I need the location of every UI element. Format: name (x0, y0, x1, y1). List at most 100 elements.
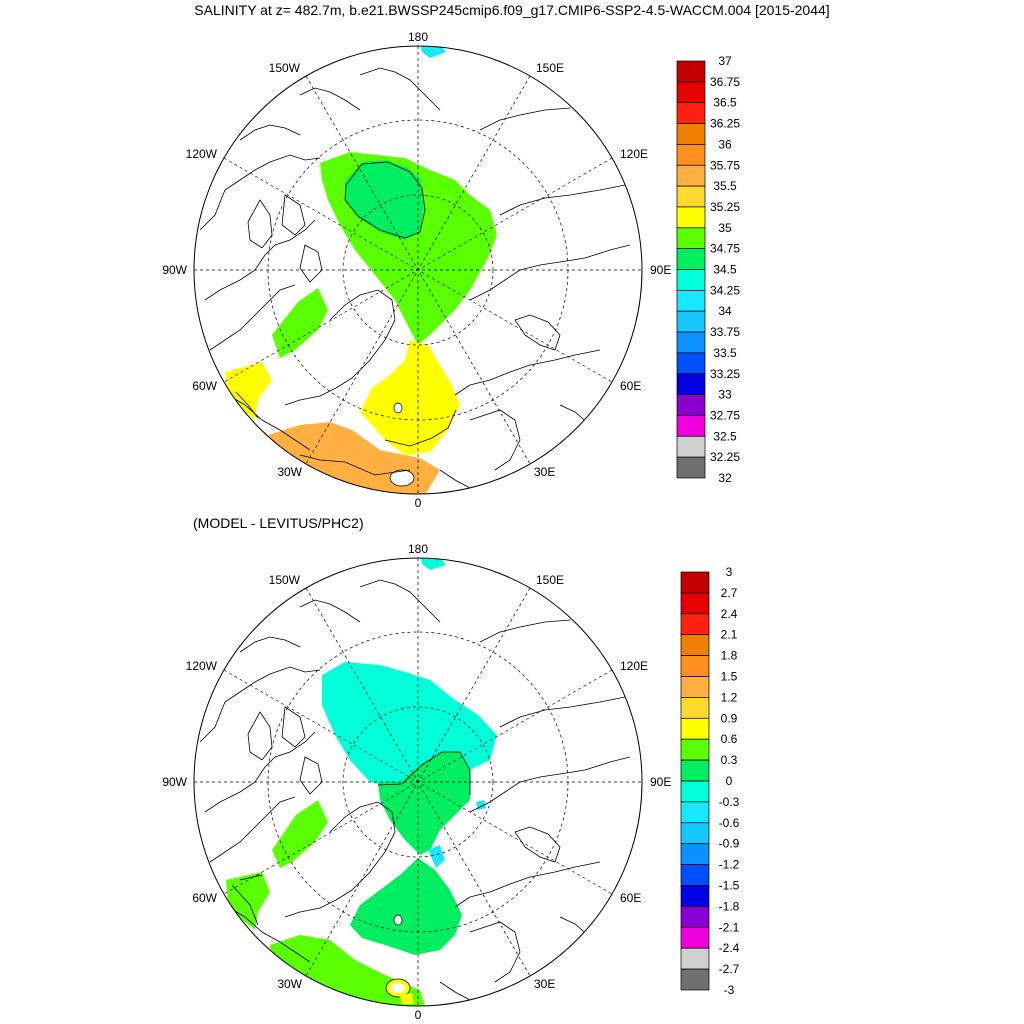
cb-top-label-5: 35.75 (710, 158, 740, 172)
top-field-yellow-labrador (225, 362, 272, 420)
bot-lon-30w: 30W (277, 977, 302, 991)
top-lon-0: 0 (415, 496, 422, 510)
cb-top-label-14: 33.5 (713, 346, 737, 360)
cb-top-swatch-11 (676, 290, 706, 312)
bot-lon-60w: 60W (192, 891, 217, 905)
cb-top-label-17: 32.75 (710, 408, 740, 422)
cb-top-swatch-2 (676, 102, 706, 124)
cb-bot-label-8: 0.6 (721, 732, 738, 746)
cb-bot-label-5: 1.5 (721, 670, 738, 684)
cb-bot-swatch-11 (680, 801, 710, 824)
cb-top-label-8: 35 (718, 221, 732, 235)
cb-top-label-16: 33 (718, 388, 732, 402)
bot-lon-150w: 150W (269, 573, 301, 587)
cb-bot-label-11: -0.3 (719, 795, 740, 809)
cb-top-label-7: 35.25 (710, 200, 740, 214)
bot-lon-30e: 30E (534, 977, 555, 991)
difference-subtitle: (MODEL - LEVITUS/PHC2) (193, 515, 364, 531)
cb-bot-label-9: 0.3 (721, 753, 738, 767)
bot-lon-120w: 120W (186, 659, 218, 673)
cb-top-swatch-18 (676, 435, 706, 458)
cb-top-label-3: 36.25 (710, 117, 740, 131)
cb-top-swatch-7 (676, 206, 706, 229)
cb-bot-swatch-8 (680, 738, 710, 761)
top-lon-90w: 90W (162, 263, 187, 277)
top-lon-120w: 120W (186, 147, 218, 161)
top-lon-150e: 150E (536, 61, 564, 75)
cb-bot-label-14: -1.2 (719, 858, 740, 872)
cb-bot-label-15: -1.5 (719, 879, 740, 893)
bot-field-cyan-strait (428, 845, 445, 868)
cb-bot-swatch-2 (680, 613, 710, 636)
cb-top-label-9: 34.75 (710, 242, 740, 256)
cb-top-label-10: 34.5 (713, 263, 737, 277)
cb-top-label-15: 33.25 (710, 367, 740, 381)
cb-top-swatch-16 (676, 394, 706, 416)
cb-bot-swatch-16 (680, 906, 710, 928)
cb-bot-swatch-17 (680, 926, 710, 949)
cb-bot-label-2: 2.4 (721, 607, 738, 621)
bot-lon-180: 180 (408, 542, 428, 556)
cb-bot-label-20: -3 (724, 983, 735, 997)
bot-field-cyan-arctic (322, 662, 497, 785)
cb-top-label-18: 32.5 (713, 429, 737, 443)
cb-bot-swatch-1 (680, 592, 710, 615)
cb-top-swatch-0 (676, 60, 706, 83)
plot-title: SALINITY at z= 482.7m, b.e21.BWSSP245cmi… (194, 2, 830, 18)
bot-field-green-baffin (272, 800, 328, 868)
cb-bot-label-4: 1.8 (721, 649, 738, 663)
cb-top-label-19: 32.25 (710, 450, 740, 464)
cb-bot-label-7: 0.9 (721, 711, 738, 725)
cb-top-swatch-15 (676, 373, 706, 395)
cb-bot-swatch-3 (680, 634, 710, 656)
cb-top-swatch-3 (676, 123, 706, 145)
cb-bot-label-12: -0.6 (719, 816, 740, 830)
bot-field-green-central (378, 752, 470, 855)
bottom-polar-map: 180 150W 150E 120W 120E 90W 90E 60W 60E … (162, 542, 671, 1022)
bot-lon-120e: 120E (620, 659, 648, 673)
cb-top-label-20: 32 (718, 471, 732, 485)
top-field-yellow-nordic (360, 340, 460, 455)
cb-top-label-0: 37 (718, 54, 732, 68)
bot-lon-60e: 60E (620, 891, 641, 905)
cb-top-label-13: 33.75 (710, 325, 740, 339)
bot-field-green-labrador (226, 872, 270, 930)
cb-bot-label-6: 1.2 (721, 690, 738, 704)
top-lon-60w: 60W (192, 379, 217, 393)
cb-bot-swatch-19 (680, 968, 710, 991)
top-lon-150w: 150W (269, 61, 301, 75)
cb-bot-swatch-13 (680, 843, 710, 865)
cb-bot-label-19: -2.7 (719, 962, 740, 976)
cb-bot-swatch-15 (680, 885, 710, 907)
cb-top-swatch-5 (676, 164, 706, 187)
cb-top-label-11: 34.25 (710, 283, 740, 297)
cb-bot-swatch-0 (680, 571, 710, 594)
top-lon-90e: 90E (650, 263, 671, 277)
top-polar-map: 180 150W 150E 120W 120E 90W 90E 60W 60E … (162, 30, 671, 510)
cb-bot-swatch-4 (680, 655, 710, 677)
cb-bot-swatch-6 (680, 697, 710, 719)
cb-bot-label-3: 2.1 (721, 628, 738, 642)
bot-lon-90e: 90E (650, 775, 671, 789)
bot-field-green-nordic (350, 858, 462, 955)
top-lon-120e: 120E (620, 147, 648, 161)
colorbar-salinity: 37 36.75 36.5 36.25 36 35.75 35.5 35.25 35 34.75 3… (676, 54, 740, 485)
cb-bot-label-13: -0.9 (719, 837, 740, 851)
cb-top-label-2: 36.5 (713, 96, 737, 110)
cb-bot-swatch-9 (680, 759, 710, 782)
top-lon-30e: 30E (534, 465, 555, 479)
cb-bot-label-16: -1.8 (719, 899, 740, 913)
cb-top-swatch-19 (676, 456, 706, 479)
cb-top-swatch-13 (676, 331, 706, 354)
cb-bot-label-18: -2.4 (719, 941, 740, 955)
cb-top-swatch-14 (676, 352, 706, 375)
bot-lon-150e: 150E (536, 573, 564, 587)
cb-bot-swatch-5 (680, 676, 710, 698)
cb-top-swatch-4 (676, 144, 706, 166)
cb-top-label-12: 34 (718, 304, 732, 318)
top-lon-180: 180 (408, 30, 428, 44)
cb-bot-swatch-14 (680, 864, 710, 886)
cb-bot-swatch-7 (680, 717, 710, 740)
cb-top-swatch-12 (676, 310, 706, 333)
bot-lon-90w: 90W (162, 775, 187, 789)
